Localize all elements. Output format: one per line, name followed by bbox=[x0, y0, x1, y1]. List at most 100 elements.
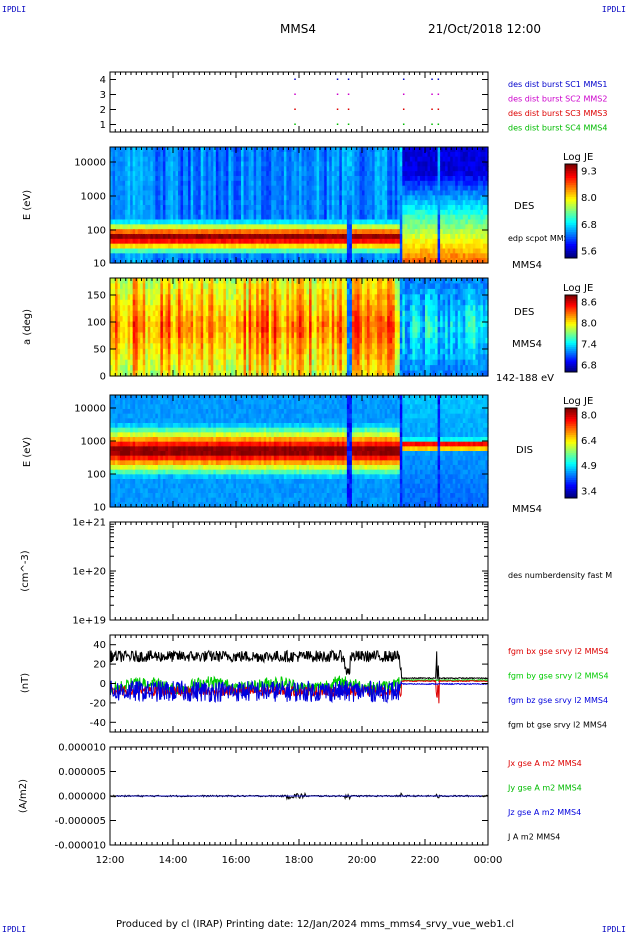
spectrogram-cell bbox=[482, 258, 487, 264]
spectrogram-cell bbox=[115, 294, 119, 301]
spectrogram-cell bbox=[147, 253, 151, 259]
spectrogram-cell bbox=[304, 151, 308, 158]
spectrogram-cell bbox=[467, 224, 471, 230]
spectrogram-cell bbox=[170, 348, 174, 355]
burst-mark bbox=[347, 78, 350, 80]
spectrogram-cell bbox=[193, 195, 197, 201]
spectrogram-cell bbox=[419, 200, 424, 206]
spectrogram-cell bbox=[220, 283, 224, 290]
y-tick-label: 3 bbox=[100, 90, 106, 101]
spectrogram-cell bbox=[417, 224, 421, 230]
spectrogram-cell bbox=[203, 229, 207, 235]
spectrogram-cell bbox=[188, 365, 192, 372]
spectrogram-cell bbox=[296, 238, 300, 245]
spectrogram-cell bbox=[414, 248, 419, 254]
spectrogram-cell bbox=[205, 310, 209, 317]
spectrogram-cell bbox=[173, 224, 177, 230]
spectrogram-cell bbox=[314, 209, 318, 216]
spectrogram-cell bbox=[203, 283, 207, 290]
spectrogram-cell bbox=[379, 156, 383, 163]
spectrogram-cell bbox=[213, 214, 217, 221]
spectrogram-cell bbox=[412, 205, 416, 211]
spectrogram-cell bbox=[110, 359, 114, 366]
spectrogram-cell bbox=[362, 209, 366, 216]
spectrogram-cell bbox=[160, 209, 164, 216]
spectrogram-cell bbox=[258, 161, 262, 167]
spectrogram-cell bbox=[379, 238, 383, 245]
spectrogram-cell bbox=[316, 161, 320, 167]
spectrogram-cell bbox=[125, 253, 129, 259]
spectrogram-cell bbox=[110, 294, 114, 301]
spectrogram-cell bbox=[238, 185, 242, 192]
spectrogram-cell bbox=[437, 195, 441, 201]
spectrogram-cell bbox=[112, 288, 116, 295]
spectrogram-cell bbox=[220, 166, 224, 172]
spectrogram-cell bbox=[334, 253, 338, 259]
spectrogram-cell bbox=[263, 248, 267, 254]
spectrogram-cell bbox=[215, 200, 219, 206]
spectrogram-cell bbox=[218, 343, 222, 350]
spectrogram-cell bbox=[251, 195, 255, 201]
spectrogram-cell bbox=[346, 253, 350, 259]
spectrogram-cell bbox=[364, 171, 368, 177]
spectrogram-cell bbox=[142, 209, 146, 216]
spectrogram-cell bbox=[147, 359, 151, 366]
spectrogram-cell bbox=[241, 151, 245, 158]
spectrogram-cell bbox=[414, 151, 419, 158]
spectrogram-cell bbox=[127, 348, 131, 355]
spectrogram-cell bbox=[331, 238, 335, 245]
spectrogram-cell bbox=[110, 283, 114, 290]
spectrogram-cell bbox=[243, 205, 247, 211]
spectrogram-cell bbox=[152, 214, 156, 221]
spectrogram-cell bbox=[482, 161, 487, 167]
spectrogram-cell bbox=[296, 258, 300, 264]
spectrogram-cell bbox=[435, 200, 439, 206]
spectrogram-cell bbox=[430, 180, 434, 187]
spectrogram-cell bbox=[205, 200, 209, 206]
spectrogram-cell bbox=[198, 176, 202, 182]
spectrogram-cell bbox=[329, 248, 333, 254]
colorbar-cell bbox=[565, 178, 577, 181]
spectrogram-cell bbox=[132, 166, 136, 172]
spectrogram-cell bbox=[162, 209, 167, 216]
colorbar-cell bbox=[565, 239, 577, 243]
spectrogram-cell bbox=[173, 171, 177, 177]
spectrogram-cell bbox=[193, 185, 197, 192]
spectrogram-cell bbox=[115, 161, 119, 167]
spectrogram-cell bbox=[402, 209, 406, 216]
spectrogram-cell bbox=[236, 229, 240, 235]
spectrogram-cell bbox=[162, 156, 167, 163]
spectrogram-cell bbox=[482, 214, 487, 221]
spectrogram-cell bbox=[215, 337, 219, 344]
spectrogram-cell bbox=[457, 190, 461, 196]
spectrogram-cell bbox=[314, 214, 318, 221]
spectrogram-cell bbox=[407, 243, 411, 250]
spectrogram-cell bbox=[137, 195, 141, 201]
spectrogram-cell bbox=[465, 180, 469, 187]
spectrogram-cell bbox=[243, 299, 247, 306]
spectrogram-cell bbox=[409, 224, 413, 230]
spectrogram-cell bbox=[117, 253, 121, 259]
spectrogram-cell bbox=[485, 190, 489, 196]
spectrogram-cell bbox=[213, 205, 217, 211]
spectrogram-cell bbox=[263, 147, 267, 153]
spectrogram-cell bbox=[440, 166, 444, 172]
spectrogram-cell bbox=[452, 147, 456, 153]
spectrogram-cell bbox=[409, 229, 413, 235]
spectrogram-cell bbox=[230, 209, 235, 216]
spectrogram-cell bbox=[399, 229, 403, 235]
spectrogram-cell bbox=[321, 258, 325, 264]
spectrogram-cell bbox=[157, 278, 161, 285]
spectrogram-cell bbox=[238, 243, 242, 250]
spectrogram-cell bbox=[414, 224, 419, 230]
spectrogram-cell bbox=[367, 156, 371, 163]
spectrogram-cell bbox=[193, 234, 197, 240]
spectrogram-cell bbox=[273, 156, 277, 163]
spectrogram-cell bbox=[321, 234, 325, 240]
spectrogram-cell bbox=[321, 229, 325, 235]
spectrogram-cell bbox=[137, 253, 141, 259]
spectrogram-cell bbox=[392, 166, 396, 172]
spectrogram-cell bbox=[286, 209, 290, 216]
spectrogram-cell bbox=[417, 214, 421, 221]
spectrogram-cell bbox=[445, 185, 449, 192]
